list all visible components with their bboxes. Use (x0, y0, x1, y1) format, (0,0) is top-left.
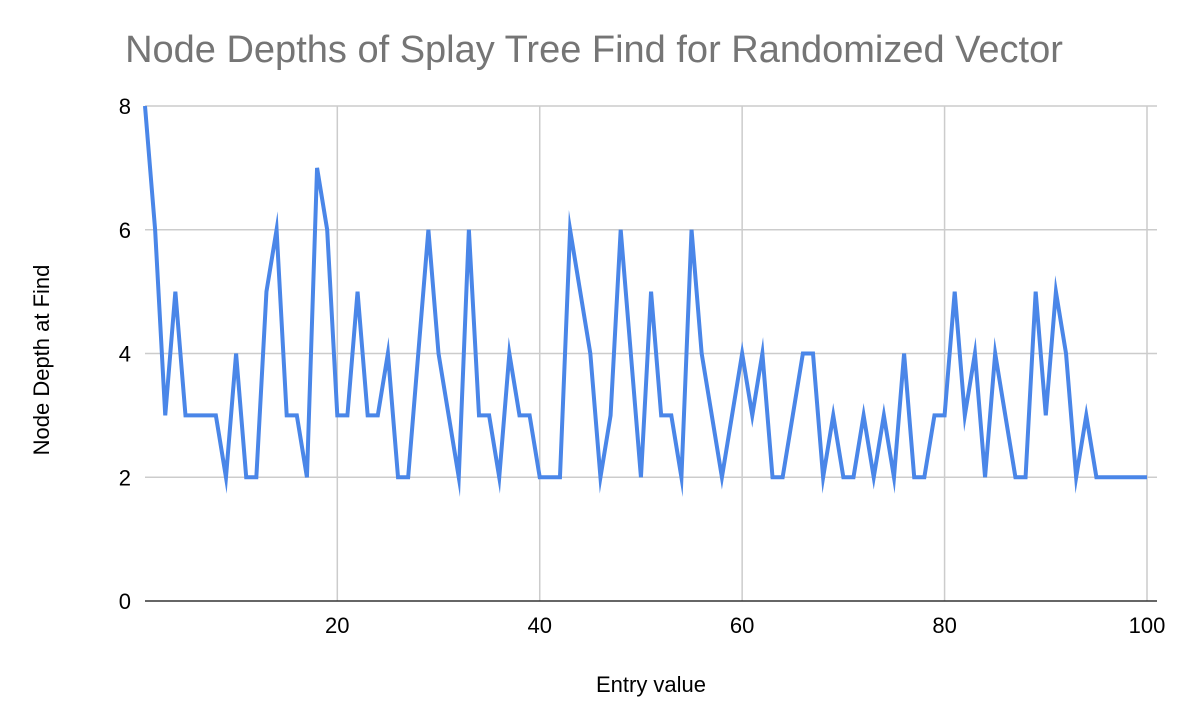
tick-labels: 0 2 4 6 8 20 40 60 80 100 (119, 94, 1166, 638)
x-axis-title: Entry value (596, 672, 706, 697)
y-tick-label: 0 (119, 589, 131, 614)
chart-title: Node Depths of Splay Tree Find for Rando… (125, 29, 1063, 71)
y-tick-label: 6 (119, 218, 131, 243)
x-tick-label: 60 (730, 613, 754, 638)
x-tick-label: 40 (527, 613, 551, 638)
y-tick-label: 8 (119, 94, 131, 119)
x-tick-label: 20 (325, 613, 349, 638)
grid (145, 105, 1157, 602)
y-tick-label: 4 (119, 342, 131, 367)
y-axis-title: Node Depth at Find (29, 265, 54, 456)
x-tick-label: 100 (1129, 613, 1166, 638)
y-tick-label: 2 (119, 465, 131, 490)
x-tick-label: 80 (932, 613, 956, 638)
series-line-1 (143, 105, 1147, 497)
series-layer (143, 105, 1147, 497)
